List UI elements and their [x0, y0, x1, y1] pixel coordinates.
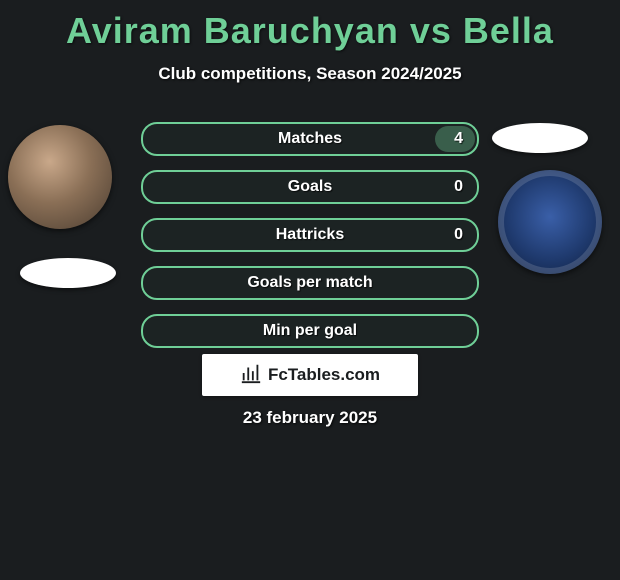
page-title: Aviram Baruchyan vs Bella [0, 0, 620, 52]
stat-row: Min per goal [141, 314, 479, 348]
stat-row: Goals0 [141, 170, 479, 204]
stat-row: Goals per match [141, 266, 479, 300]
stat-label: Matches [143, 124, 477, 154]
branding-box: FcTables.com [202, 354, 418, 396]
infographic-container: Aviram Baruchyan vs Bella Club competiti… [0, 0, 620, 580]
player-left-club-badge [20, 258, 116, 288]
bar-chart-icon [240, 362, 262, 389]
generation-date: 23 february 2025 [0, 408, 620, 428]
stat-label: Min per goal [143, 316, 477, 346]
stat-label: Goals [143, 172, 477, 202]
player-left-avatar [8, 125, 112, 229]
page-subtitle: Club competitions, Season 2024/2025 [0, 64, 620, 84]
stat-value-right: 0 [454, 220, 477, 250]
stat-value-right: 0 [454, 172, 477, 202]
stat-label: Goals per match [143, 268, 477, 298]
stat-row: Hattricks0 [141, 218, 479, 252]
stat-label: Hattricks [143, 220, 477, 250]
player-right-club-badge [492, 123, 588, 153]
stat-value-right: 4 [454, 124, 477, 154]
player-right-avatar [498, 170, 602, 274]
branding-text: FcTables.com [268, 365, 380, 385]
stats-table: Matches4Goals0Hattricks0Goals per matchM… [141, 122, 479, 362]
stat-row: Matches4 [141, 122, 479, 156]
